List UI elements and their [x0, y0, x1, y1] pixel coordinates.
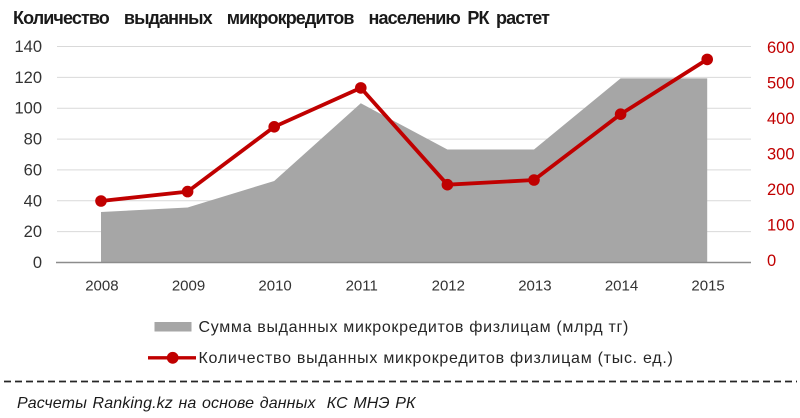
svg-text:2008: 2008: [85, 278, 118, 295]
svg-text:500: 500: [767, 74, 795, 92]
svg-text:0: 0: [33, 254, 42, 272]
svg-text:Количество выданных микрокреди: Количество выданных микрокредитов физлиц…: [199, 350, 674, 367]
svg-text:40: 40: [24, 192, 42, 210]
svg-text:400: 400: [767, 110, 795, 128]
svg-text:2010: 2010: [258, 278, 291, 295]
svg-text:Количество выданных микрокре: Количество выданных микрокредитов населе…: [13, 8, 550, 28]
svg-text:200: 200: [767, 181, 795, 199]
svg-text:2014: 2014: [605, 278, 638, 295]
svg-text:Сумма выданных микрокредитов ф: Сумма выданных микрокредитов физлицам (м…: [199, 319, 629, 336]
svg-text:Расчеты Ranking.kz на основе д: Расчеты Ranking.kz на основе данных КС М…: [17, 395, 417, 412]
svg-text:120: 120: [14, 69, 42, 87]
svg-text:2011: 2011: [346, 278, 378, 295]
svg-text:2015: 2015: [691, 278, 724, 295]
svg-text:600: 600: [767, 39, 795, 57]
svg-text:0: 0: [767, 252, 776, 270]
svg-text:100: 100: [767, 216, 795, 234]
svg-text:60: 60: [24, 161, 42, 179]
svg-text:140: 140: [14, 38, 42, 56]
svg-text:20: 20: [24, 223, 42, 241]
svg-text:300: 300: [767, 145, 795, 163]
svg-text:2013: 2013: [518, 278, 551, 295]
svg-text:2009: 2009: [172, 278, 205, 295]
svg-text:80: 80: [24, 131, 42, 149]
svg-text:2012: 2012: [432, 278, 465, 295]
svg-text:100: 100: [14, 100, 42, 118]
